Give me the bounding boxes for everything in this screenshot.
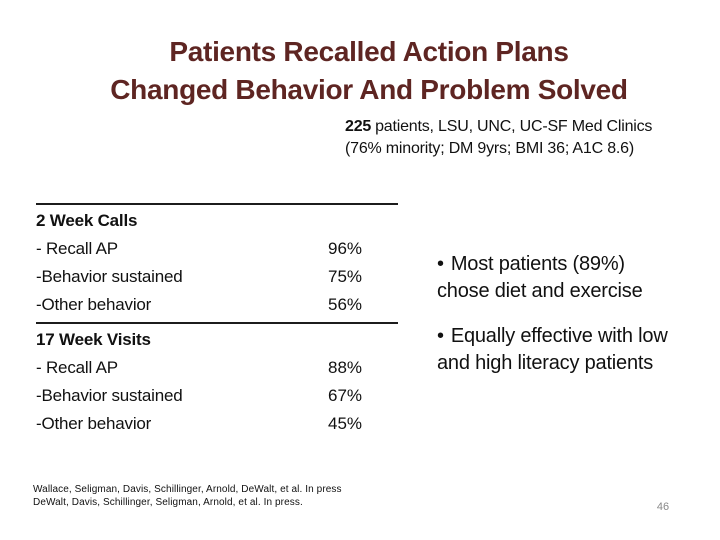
bullet-item: • Equally effective with low and high lit…: [437, 323, 680, 377]
section-header-label: 2 Week Calls: [36, 211, 138, 230]
table-row: - Recall AP 88%: [36, 354, 398, 382]
row-value: 96%: [328, 239, 363, 258]
table-row: -Other behavior 45%: [36, 410, 398, 438]
row-label: -Behavior sustained: [36, 267, 183, 286]
table-section-header: 17 Week Visits: [36, 326, 398, 354]
bullet-text: Most patients (89%) chose diet and exerc…: [437, 253, 643, 302]
key-findings: • Most patients (89%) chose diet and exer…: [437, 251, 680, 377]
bullet-item: • Most patients (89%) chose diet and exer…: [437, 251, 680, 305]
row-label: -Behavior sustained: [36, 386, 183, 405]
row-value: 67%: [328, 386, 363, 405]
row-label: -Other behavior: [36, 295, 152, 314]
subtitle-line-2: (76% minority; DM 9yrs; BMI 36; A1C 8.6): [345, 140, 634, 157]
table-row: -Behavior sustained 67%: [36, 382, 398, 410]
table-section-2-week-calls: 2 Week Calls - Recall AP 96% -Behavior s…: [36, 205, 398, 319]
row-label: - Recall AP: [36, 358, 118, 377]
table-section-17-week-visits: 17 Week Visits - Recall AP 88% -Behavior…: [36, 322, 398, 438]
citation-line-1: Wallace, Seligman, Davis, Schillinger, A…: [33, 484, 342, 495]
row-value: 45%: [328, 414, 363, 433]
row-label: - Recall AP: [36, 239, 118, 258]
results-table: 2 Week Calls - Recall AP 96% -Behavior s…: [36, 203, 398, 438]
title-line-2: Changed Behavior And Problem Solved: [110, 74, 628, 105]
row-value: 56%: [328, 295, 363, 314]
bullet-text: Equally effective with low and high lite…: [437, 325, 668, 374]
title-line-1: Patients Recalled Action Plans: [169, 36, 569, 67]
citations: Wallace, Seligman, Davis, Schillinger, A…: [33, 483, 342, 509]
bullet-icon: •: [437, 253, 444, 275]
bullet-icon: •: [437, 325, 444, 347]
subtitle-line-1: 225 patients, LSU, UNC, UC-SF Med Clinics: [345, 116, 652, 138]
table-row: - Recall AP 96%: [36, 235, 398, 263]
row-value: 88%: [328, 358, 363, 377]
page-number: 46: [656, 501, 670, 513]
table-row: -Behavior sustained 75%: [36, 263, 398, 291]
patient-count: 225: [345, 118, 372, 135]
section-header-label: 17 Week Visits: [36, 330, 151, 349]
study-subtitle: 225 patients, LSU, UNC, UC-SF Med Clinics…: [345, 116, 652, 160]
row-value: 75%: [328, 267, 363, 286]
citation-line-2: DeWalt, Davis, Schillinger, Seligman, Ar…: [33, 497, 303, 508]
subtitle-line-1-rest: patients, LSU, UNC, UC-SF Med Clinics: [375, 118, 653, 135]
table-section-header: 2 Week Calls: [36, 207, 398, 235]
row-label: -Other behavior: [36, 414, 152, 433]
slide-title: Patients Recalled Action Plans Changed B…: [0, 33, 720, 109]
table-row: -Other behavior 56%: [36, 291, 398, 319]
